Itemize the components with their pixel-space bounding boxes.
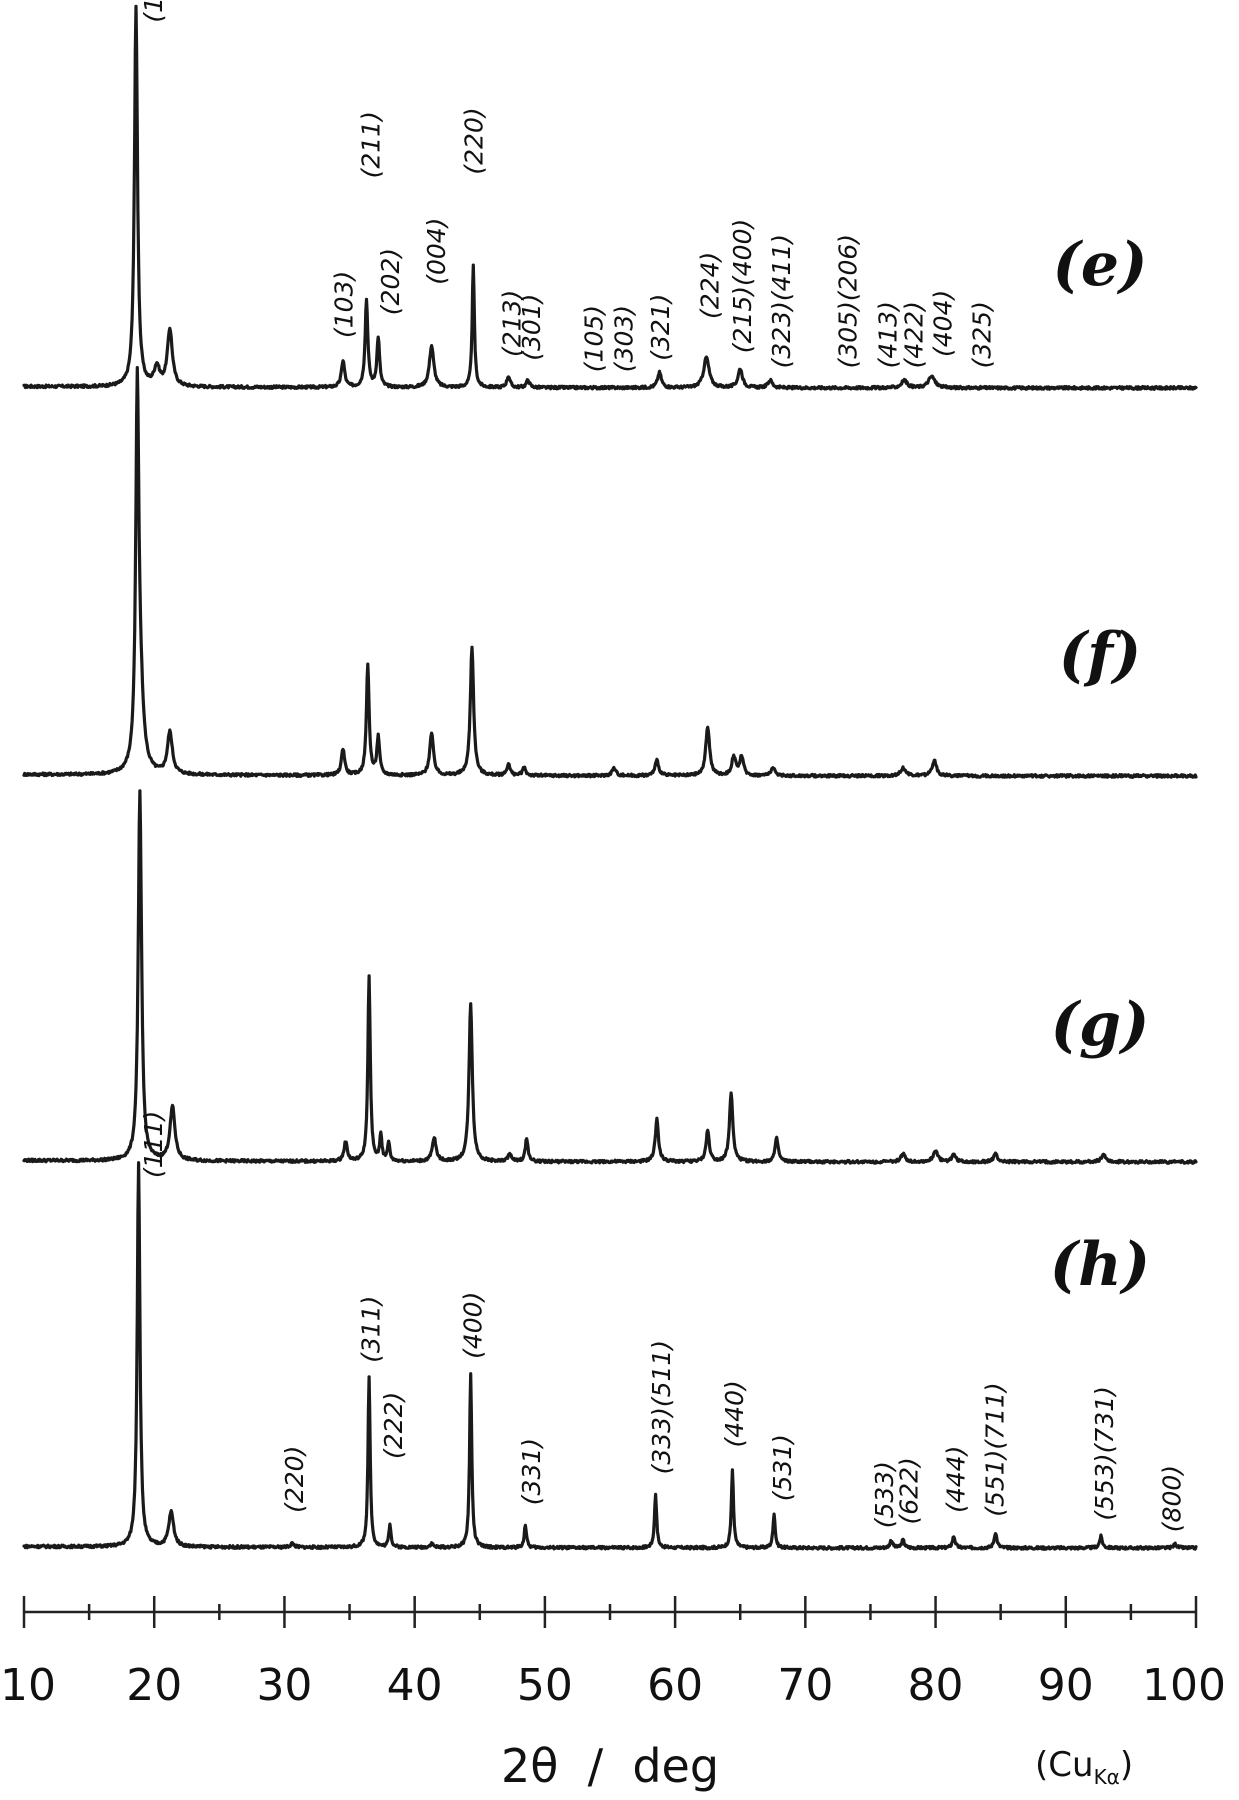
x-tick-label: 80 [908, 1660, 964, 1711]
hkl-label: (224) [695, 252, 724, 319]
x-ticks-group: 10 20 30 40 50 60 70 80 90 100 [0, 1596, 1226, 1711]
hkl-label: (800) [1158, 1465, 1187, 1532]
x-tick-label: 30 [256, 1660, 312, 1711]
pattern-panel-0: (e)(101)(103)(211)(202)(004)(220)(213)(3… [22, 0, 1198, 391]
radiation-prefix: (Cu [1035, 1745, 1094, 1785]
hkl-label: (331) [517, 1438, 546, 1505]
hkl-label: (101) [139, 0, 168, 23]
pattern-trace-0 [22, 4, 1198, 391]
hkl-label: (305)(206) [833, 234, 862, 368]
hkl-label: (111) [139, 1111, 168, 1178]
hkl-label: (622) [895, 1457, 924, 1524]
pattern-trace-3 [22, 1161, 1198, 1551]
x-tick-label: 10 [0, 1660, 56, 1711]
hkl-label: (333)(511) [647, 1340, 676, 1474]
hkl-label: (422) [900, 301, 929, 368]
panel-label-3: (h) [1050, 1230, 1150, 1300]
hkl-label: (301) [517, 294, 546, 361]
pattern-panel-1: (f) [22, 366, 1198, 779]
radiation-label: (CuKα) [1035, 1745, 1133, 1789]
x-axis: 10 20 30 40 50 60 70 80 90 100 [0, 1596, 1226, 1711]
x-tick-label: 50 [517, 1660, 573, 1711]
x-tick-label: 70 [777, 1660, 833, 1711]
x-tick-label: 20 [126, 1660, 182, 1711]
radiation-suffix: ) [1120, 1745, 1133, 1785]
pattern-trace-1 [22, 366, 1198, 779]
hkl-label: (404) [928, 290, 957, 357]
hkl-label: (440) [720, 1380, 749, 1447]
hkl-label: (202) [376, 248, 405, 315]
hkl-label: (220) [280, 1446, 309, 1513]
hkl-label: (303) [609, 305, 638, 372]
hkl-label: (553)(731) [1090, 1386, 1119, 1520]
pattern-trace-2 [22, 789, 1198, 1165]
hkl-label: (444) [941, 1446, 970, 1513]
x-tick-label: 100 [1142, 1660, 1226, 1711]
hkl-label: (213) [497, 290, 526, 357]
x-tick-label: 60 [647, 1660, 703, 1711]
hkl-label: (220) [460, 107, 489, 174]
panel-label-1: (f) [1059, 620, 1142, 690]
hkl-label: (211) [357, 111, 386, 178]
hkl-label: (103) [329, 271, 358, 338]
hkl-label: (323)(411) [767, 234, 796, 368]
hkl-label: (551)(711) [981, 1382, 1010, 1516]
panels-group: (e)(101)(103)(211)(202)(004)(220)(213)(3… [22, 0, 1198, 1551]
hkl-label: (400) [458, 1292, 487, 1359]
x-tick-label: 90 [1038, 1660, 1094, 1711]
hkl-label: (413) [874, 301, 903, 368]
hkl-label: (533) [870, 1461, 899, 1528]
x-tick-label: 40 [387, 1660, 443, 1711]
hkl-label: (222) [379, 1392, 408, 1459]
hkl-label: (531) [768, 1434, 797, 1501]
hkl-label: (105) [579, 305, 608, 372]
panel-label-0: (e) [1053, 230, 1148, 300]
hkl-label: (215)(400) [728, 219, 757, 353]
panel-label-2: (g) [1051, 990, 1150, 1060]
pattern-panel-3: (h) (111) (220) (311) (222) (400) (331) (333)(5… [22, 1111, 1198, 1551]
radiation-subscript: Kα [1094, 1765, 1120, 1789]
x-axis-title: 2θ / deg [501, 1739, 719, 1793]
hkl-label: (311) [357, 1296, 386, 1363]
hkl-label: (321) [646, 294, 675, 361]
hkl-label: (004) [422, 218, 451, 285]
hkl-label: (325) [967, 301, 996, 368]
pattern-panel-2: (g) [22, 789, 1198, 1165]
